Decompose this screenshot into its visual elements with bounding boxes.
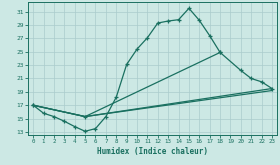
X-axis label: Humidex (Indice chaleur): Humidex (Indice chaleur) bbox=[97, 147, 208, 156]
